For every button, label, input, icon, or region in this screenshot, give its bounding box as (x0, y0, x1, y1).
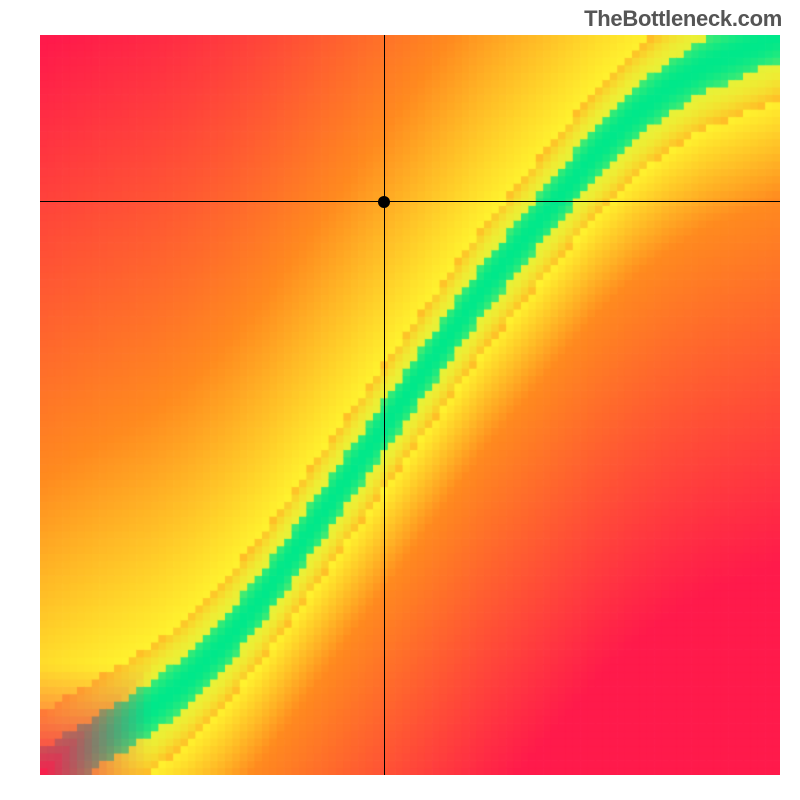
bottleneck-heatmap (40, 35, 780, 775)
watermark-text: TheBottleneck.com (584, 6, 782, 32)
intersection-marker (378, 196, 390, 208)
crosshair-horizontal (40, 201, 780, 202)
heatmap-canvas (40, 35, 780, 775)
crosshair-vertical (384, 35, 385, 775)
